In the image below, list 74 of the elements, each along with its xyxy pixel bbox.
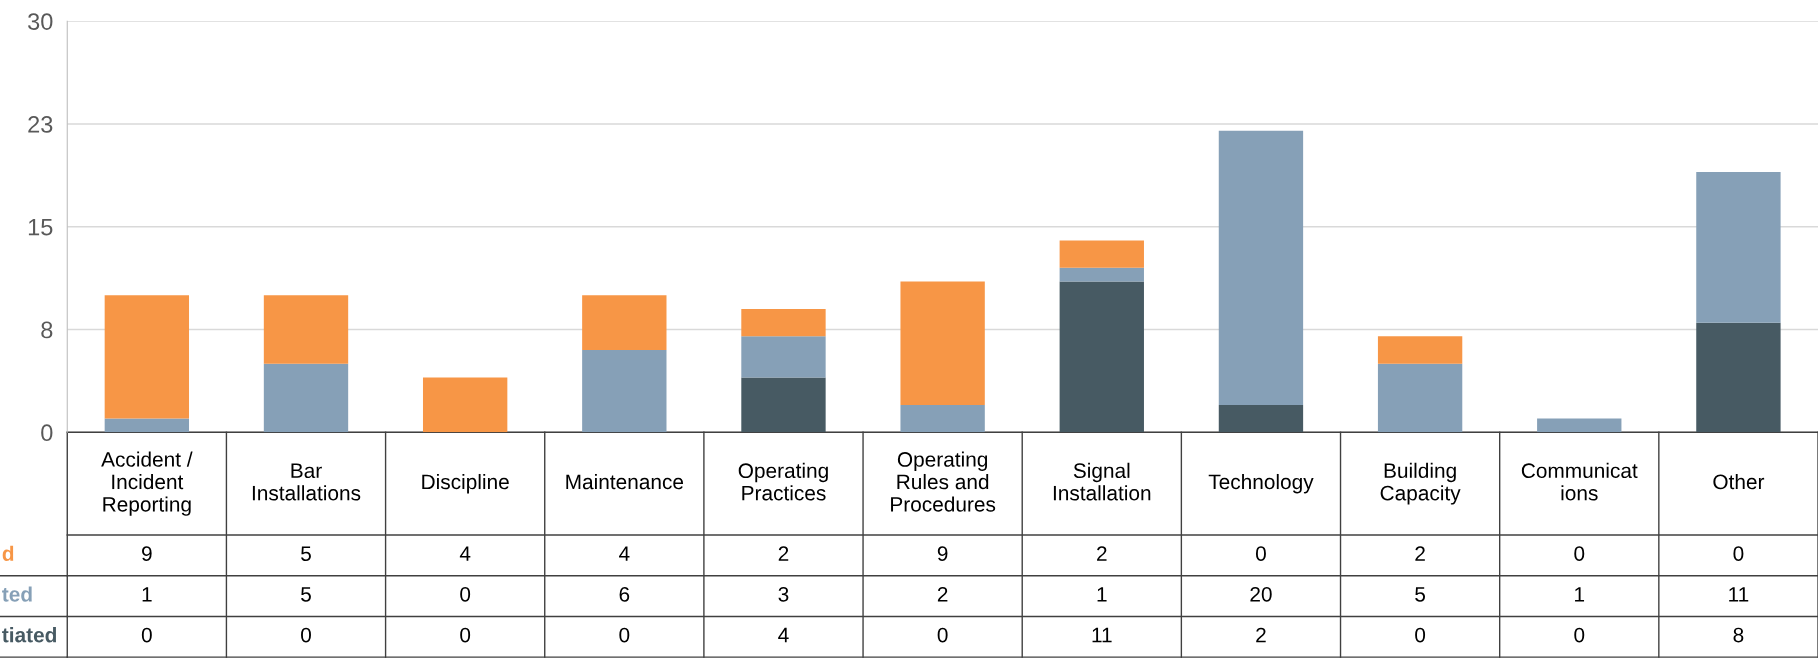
bar	[104, 295, 190, 419]
data-label: 0	[1733, 546, 1744, 561]
bar	[104, 418, 190, 433]
bar	[1059, 267, 1144, 282]
x-tick-label: Accident / Incident Reporting	[101, 451, 193, 516]
data-label: 5	[301, 587, 311, 602]
data-label: 1	[1575, 587, 1585, 602]
data-label: 0	[1255, 546, 1266, 561]
y-tick-label: 0	[41, 424, 53, 442]
data-label: 5	[301, 546, 311, 561]
x-tick-label: Technology	[1208, 473, 1314, 494]
data-label: 11	[1092, 627, 1112, 643]
data-label: 0	[460, 586, 471, 602]
data-label: 2	[1256, 627, 1266, 643]
bar	[1377, 363, 1463, 433]
x-tick-label: Other	[1713, 473, 1765, 490]
bar	[741, 377, 826, 433]
text: d	[2, 545, 14, 561]
text: ted	[2, 586, 32, 602]
bar	[422, 377, 508, 433]
x-tick-label: Maintenance	[566, 473, 684, 490]
bar	[582, 350, 667, 433]
y-tick-label: 23	[28, 116, 53, 133]
data-label: 2	[1415, 546, 1425, 561]
bar	[1537, 418, 1622, 433]
x-tick-label: Operating Practices	[738, 462, 828, 501]
data-label: 11	[1729, 587, 1749, 602]
data-label: 9	[937, 546, 948, 561]
data-label: 4	[619, 546, 630, 561]
data-label: 0	[141, 627, 152, 643]
data-label: 0	[301, 627, 311, 643]
bar	[1218, 130, 1304, 405]
bar	[741, 336, 826, 378]
x-tick-label: Operating Rules and Procedures	[891, 451, 996, 512]
bar	[1696, 171, 1781, 323]
bar	[1377, 336, 1463, 364]
data-label: 0	[1574, 627, 1585, 643]
data-label: 1	[142, 587, 152, 602]
data-label: 0	[1415, 627, 1426, 643]
data-label: 0	[460, 627, 471, 643]
data-label: 4	[459, 546, 471, 561]
data-label: 5	[1415, 587, 1426, 602]
data-label: 6	[619, 586, 630, 602]
data-label: 1	[1097, 587, 1107, 602]
data-label: 2	[1097, 546, 1107, 561]
bar	[1059, 281, 1144, 433]
y-tick-label: 15	[28, 219, 53, 236]
bar	[263, 295, 349, 364]
bar	[263, 363, 349, 433]
data-label: 9	[142, 546, 152, 561]
bar	[900, 404, 985, 433]
x-tick-label: Building Capacity	[1380, 462, 1461, 505]
y-tick-label: 8	[41, 321, 53, 339]
bar	[900, 281, 985, 405]
bar	[582, 295, 667, 351]
data-label: 20	[1250, 586, 1272, 602]
data-label: 2	[937, 586, 948, 602]
data-label: 0	[619, 627, 630, 643]
bar	[741, 308, 826, 337]
x-tick-label: Communicat ions	[1521, 462, 1638, 501]
x-tick-label: Discipline	[422, 473, 509, 494]
bar	[1059, 240, 1144, 268]
x-tick-label: Signal Installation	[1053, 462, 1151, 501]
y-tick-label: 30	[28, 13, 53, 30]
bar	[1218, 404, 1304, 433]
data-label: 8	[1733, 627, 1744, 643]
x-tick-label: Bar Installations	[252, 463, 361, 501]
data-label: 0	[1574, 546, 1585, 561]
text: tiated	[2, 627, 57, 643]
data-label: 0	[937, 627, 948, 643]
bar	[1696, 322, 1781, 433]
data-label: 3	[778, 586, 789, 602]
data-label: 2	[778, 546, 789, 561]
data-label: 4	[778, 627, 789, 643]
